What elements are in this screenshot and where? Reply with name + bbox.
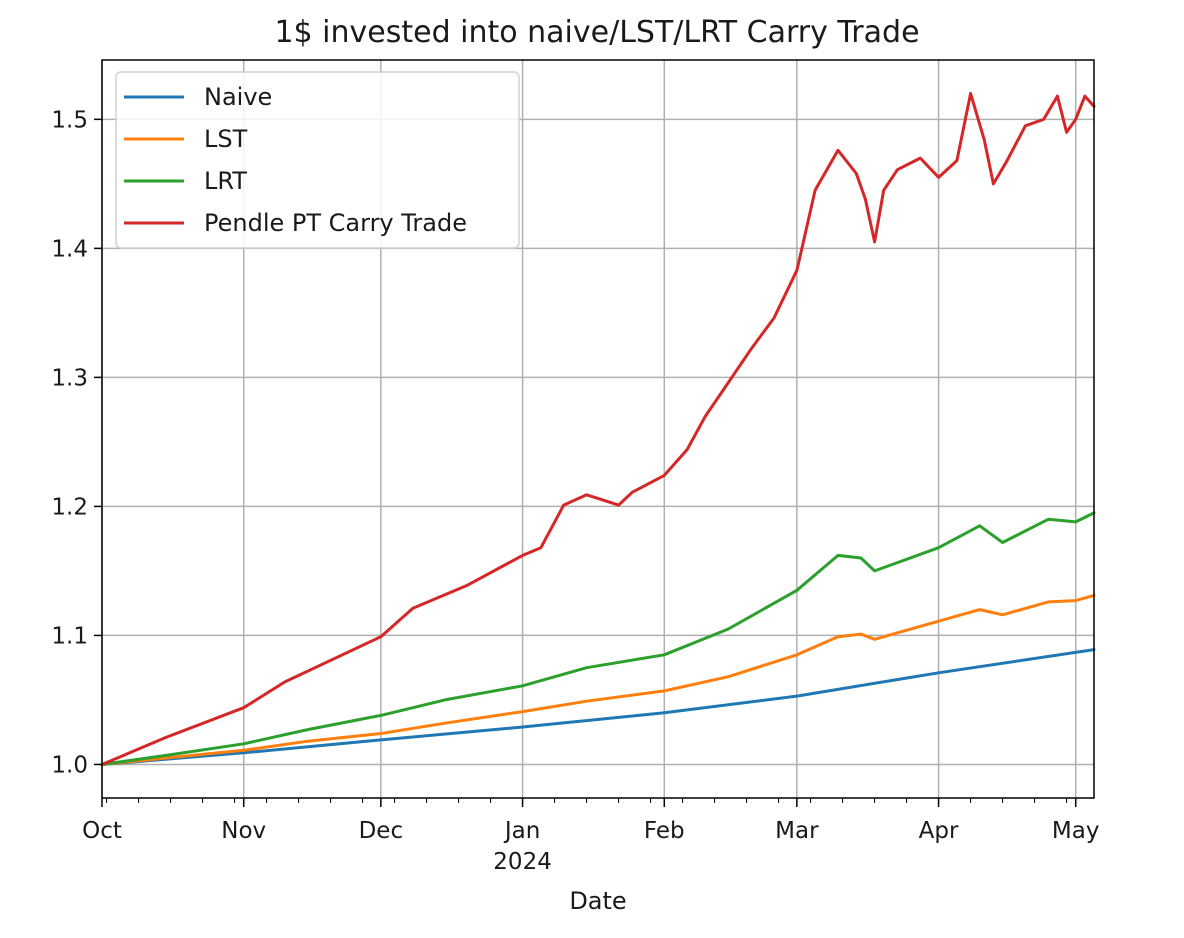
y-tick-label: 1.0 <box>51 752 88 778</box>
x-tick-label: Nov <box>221 818 266 844</box>
legend-label-lst: LST <box>204 125 248 153</box>
x-tick-label: Apr <box>919 818 959 844</box>
y-tick-label: 1.1 <box>51 623 88 649</box>
x-tick-label: Dec <box>359 818 404 844</box>
x-tick-year-label: 2024 <box>493 849 552 875</box>
series-line-pendle-pt-carry-trade <box>100 92 1096 766</box>
series-line-naive <box>100 648 1096 766</box>
y-tick-label: 1.4 <box>51 236 88 262</box>
x-tick-label: May <box>1052 818 1100 844</box>
legend[interactable]: Naive LST LRT Pendle PT Carry Trade <box>115 71 520 249</box>
legend-label-naive: Naive <box>204 83 272 111</box>
legend-label-pendle-pt-carry-trade: Pendle PT Carry Trade <box>204 209 467 237</box>
y-tick-label: 1.5 <box>51 107 88 133</box>
y-tick-label: 1.2 <box>51 494 88 520</box>
x-tick-label: Mar <box>775 818 819 844</box>
series-line-lrt <box>100 511 1096 766</box>
series-line-lst <box>100 593 1096 766</box>
x-axis-label: Date <box>569 887 626 915</box>
y-axis: 1.0 1.1 1.2 1.3 1.4 1.5 <box>51 107 102 778</box>
legend-box <box>115 71 520 249</box>
series-lines <box>100 92 1096 766</box>
y-tick-label: 1.3 <box>51 365 88 391</box>
legend-label-lrt: LRT <box>204 167 247 195</box>
x-axis: Oct Nov Dec Jan 2024 Feb Mar Apr May <box>82 798 1099 875</box>
x-tick-label: Jan <box>503 818 540 844</box>
plot-frame <box>101 59 1095 799</box>
chart-title: 1$ invested into naive/LST/LRT Carry Tra… <box>274 15 919 50</box>
x-tick-label: Feb <box>644 818 685 844</box>
x-tick-label: Oct <box>82 818 122 844</box>
